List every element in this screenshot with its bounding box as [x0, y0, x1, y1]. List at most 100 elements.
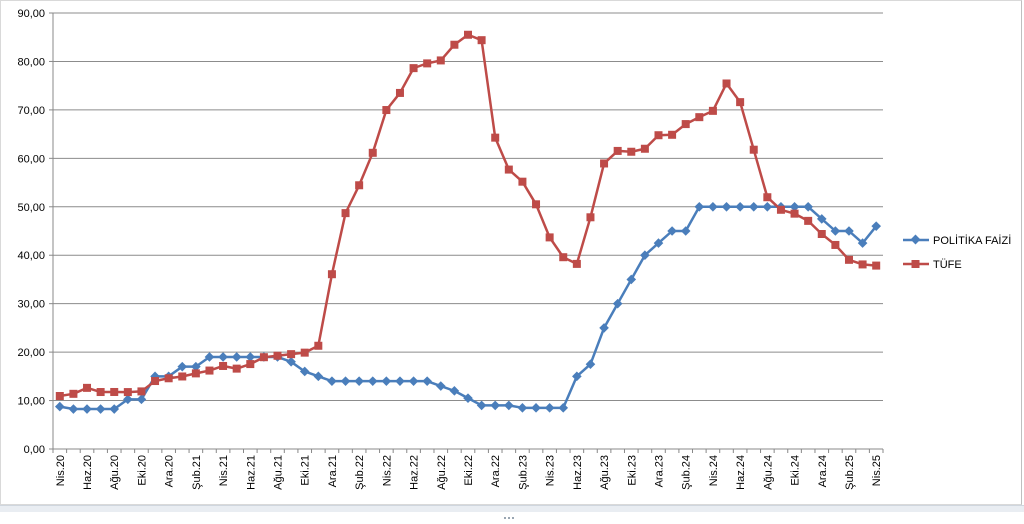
x-tick-label: Ağu.20 — [109, 455, 121, 490]
data-point — [476, 400, 487, 411]
x-tick-label: Ara.20 — [164, 455, 176, 487]
data-point — [586, 213, 595, 222]
data-point — [83, 383, 92, 392]
data-point — [517, 403, 528, 413]
y-tick-label: 50,00 — [17, 202, 45, 214]
data-point — [463, 393, 473, 403]
x-tick-label: Ara.21 — [327, 455, 339, 487]
data-point — [585, 359, 596, 370]
data-point — [68, 404, 79, 414]
data-point — [464, 30, 472, 39]
data-point — [54, 401, 65, 412]
data-point — [735, 201, 745, 212]
data-point — [681, 120, 690, 129]
data-point — [844, 255, 853, 264]
data-point — [355, 181, 364, 190]
data-point — [545, 233, 554, 242]
legend-diamond-marker — [910, 234, 921, 245]
data-point — [572, 371, 582, 382]
x-tick-label: Şub.24 — [681, 455, 693, 490]
data-point — [82, 404, 92, 414]
data-point — [381, 376, 392, 386]
data-point — [327, 270, 336, 279]
data-point — [817, 230, 826, 239]
data-point — [626, 274, 637, 285]
gridlines — [53, 12, 883, 450]
data-point — [599, 323, 609, 333]
data-point — [544, 403, 555, 413]
resize-grip-icon[interactable] — [504, 506, 520, 519]
data-point — [232, 364, 241, 373]
y-tick-label: 90,00 — [17, 8, 45, 20]
data-point — [572, 259, 581, 268]
x-tick-label: Haz.24 — [735, 455, 747, 490]
y-tick-label: 70,00 — [17, 105, 45, 117]
series-tufe — [55, 30, 881, 401]
data-point — [871, 221, 882, 231]
data-point — [164, 374, 173, 383]
data-point — [340, 376, 351, 386]
data-point — [327, 376, 337, 386]
series-politika-faizi — [54, 201, 882, 414]
x-tick-label: Nis.24 — [708, 455, 720, 486]
data-point — [477, 36, 486, 45]
data-point — [722, 79, 731, 88]
data-point — [382, 106, 391, 115]
data-point — [246, 360, 255, 369]
data-point — [449, 386, 460, 396]
y-tick-label: 0,00 — [24, 444, 45, 456]
data-point — [803, 201, 813, 212]
data-point — [245, 352, 256, 362]
data-point — [491, 133, 500, 142]
y-tick-label: 10,00 — [17, 396, 45, 408]
legend-entry-politika-faizi: POLİTİKA FAİZİ — [903, 234, 1011, 247]
data-point — [816, 214, 827, 224]
y-tick-label: 20,00 — [17, 347, 45, 359]
data-point — [450, 40, 459, 49]
x-tick-label: Şub.21 — [191, 455, 203, 490]
x-tick-label: Haz.21 — [245, 455, 257, 490]
x-tick-label: Nis.22 — [381, 455, 393, 486]
data-point — [844, 226, 854, 236]
data-point — [763, 193, 772, 202]
data-point — [231, 352, 242, 362]
data-point — [694, 201, 705, 212]
data-point — [110, 387, 119, 396]
data-point — [680, 226, 691, 236]
data-point — [627, 147, 636, 156]
x-tick-label: Eki.20 — [136, 455, 148, 486]
x-tick-label: Nis.21 — [218, 455, 230, 486]
x-tick-label: Ara.22 — [490, 455, 502, 487]
data-point — [123, 388, 132, 397]
data-point — [872, 261, 881, 270]
y-tick-label: 60,00 — [17, 153, 45, 165]
data-point — [667, 226, 677, 236]
data-point — [789, 201, 800, 212]
x-tick-label: Eki.23 — [626, 455, 638, 486]
x-tick-label: Ağu.23 — [599, 455, 611, 490]
y-tick-label: 30,00 — [17, 299, 45, 311]
x-tick-label: Haz.22 — [409, 455, 421, 490]
y-tick-label: 40,00 — [17, 250, 45, 262]
data-point — [708, 106, 717, 115]
data-point — [612, 298, 623, 309]
line-chart: 0,00 10,00 20,00 30,00 40,00 50,00 60,00 70,00 8… — [17, 8, 1011, 490]
data-point — [790, 209, 799, 218]
data-point — [695, 113, 704, 122]
data-point — [613, 146, 622, 155]
data-point — [178, 372, 187, 381]
data-point — [422, 376, 432, 386]
y-axis: 0,00 10,00 20,00 30,00 40,00 50,00 60,00 70,00 8… — [17, 8, 54, 456]
data-point — [273, 351, 282, 360]
y-tick-label: 80,00 — [17, 56, 45, 68]
data-point — [423, 59, 432, 68]
data-point — [518, 177, 527, 186]
data-point — [831, 240, 840, 249]
data-point — [341, 209, 350, 218]
data-point — [776, 205, 785, 214]
x-tick-label: Nis.25 — [871, 455, 883, 486]
legend-label-tufe: TÜFE — [933, 259, 962, 271]
data-point — [654, 131, 663, 140]
data-point — [259, 353, 268, 362]
chart-area: 0,00 10,00 20,00 30,00 40,00 50,00 60,00 70,00 8… — [0, 0, 1022, 505]
